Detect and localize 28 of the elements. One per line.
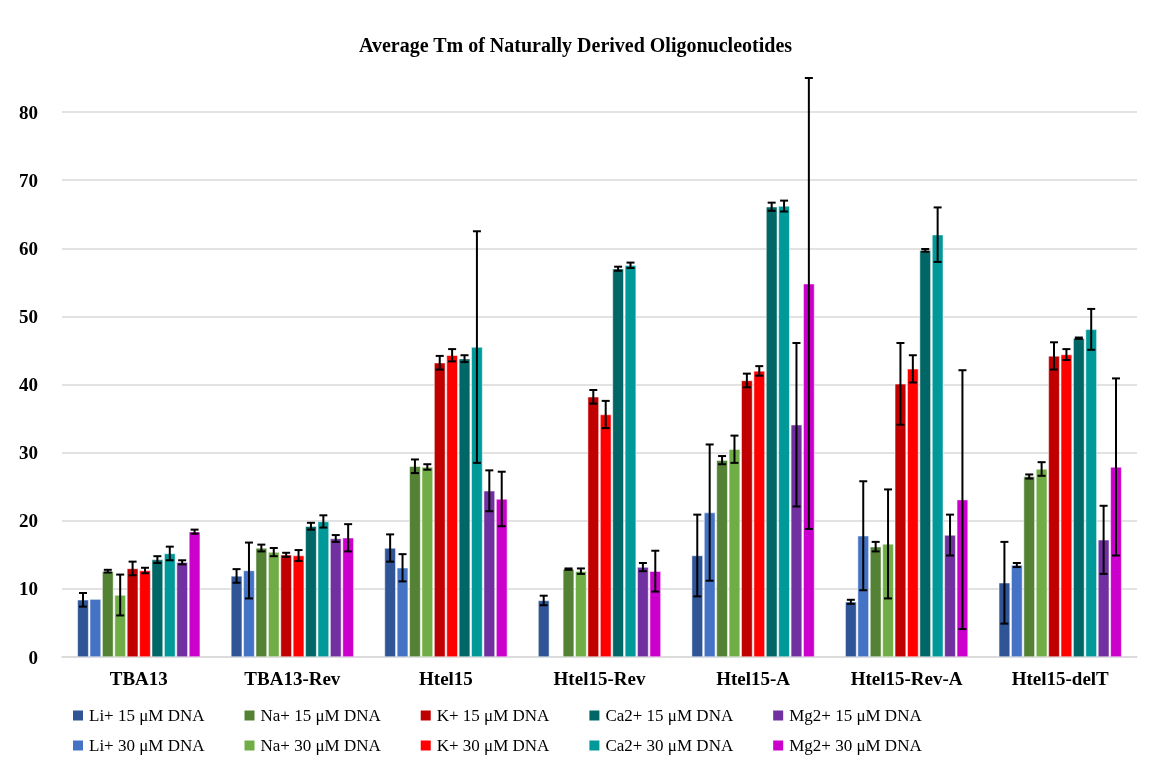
x-tick-label: Htel15-Rev [553, 668, 646, 689]
legend-label: Li+ 15 μM DNA [89, 706, 206, 725]
y-tick-label: 10 [19, 578, 38, 600]
x-tick-label: TBA13-Rev [244, 668, 341, 689]
y-tick-label: 70 [19, 169, 38, 191]
legend-label: Ca2+ 15 μM DNA [605, 706, 734, 725]
x-tick-label: Htel15-delT [1011, 668, 1110, 689]
legend-label: Mg2+ 30 μM DNA [789, 736, 923, 755]
legend-label: Mg2+ 15 μM DNA [789, 706, 923, 725]
bar [538, 600, 550, 657]
legend-label: K+ 30 μM DNA [436, 736, 551, 755]
legend-label: K+ 15 μM DNA [436, 706, 551, 725]
x-tick-label: Htel15-Rev-A [850, 668, 963, 689]
y-tick-label: 50 [19, 305, 38, 327]
y-tick-label: 20 [19, 510, 38, 532]
x-tick-label: Htel15 [419, 668, 473, 689]
legend-label: Na+ 15 μM DNA [260, 706, 382, 725]
y-tick-label: 0 [28, 646, 38, 668]
y-tick-label: 40 [19, 374, 38, 396]
legend-label: Li+ 30 μM DNA [89, 736, 206, 755]
y-tick-label: 80 [19, 101, 38, 123]
legend-label: Ca2+ 30 μM DNA [605, 736, 734, 755]
y-tick-label: 30 [19, 442, 38, 464]
chart-title: Average Tm of Naturally Derived Oligonucleotides [358, 34, 793, 57]
legend-label: Na+ 30 μM DNA [260, 736, 382, 755]
x-tick-label: Htel15-A [716, 668, 791, 689]
y-tick-label: 60 [19, 237, 38, 259]
x-tick-label: TBA13 [109, 668, 168, 689]
